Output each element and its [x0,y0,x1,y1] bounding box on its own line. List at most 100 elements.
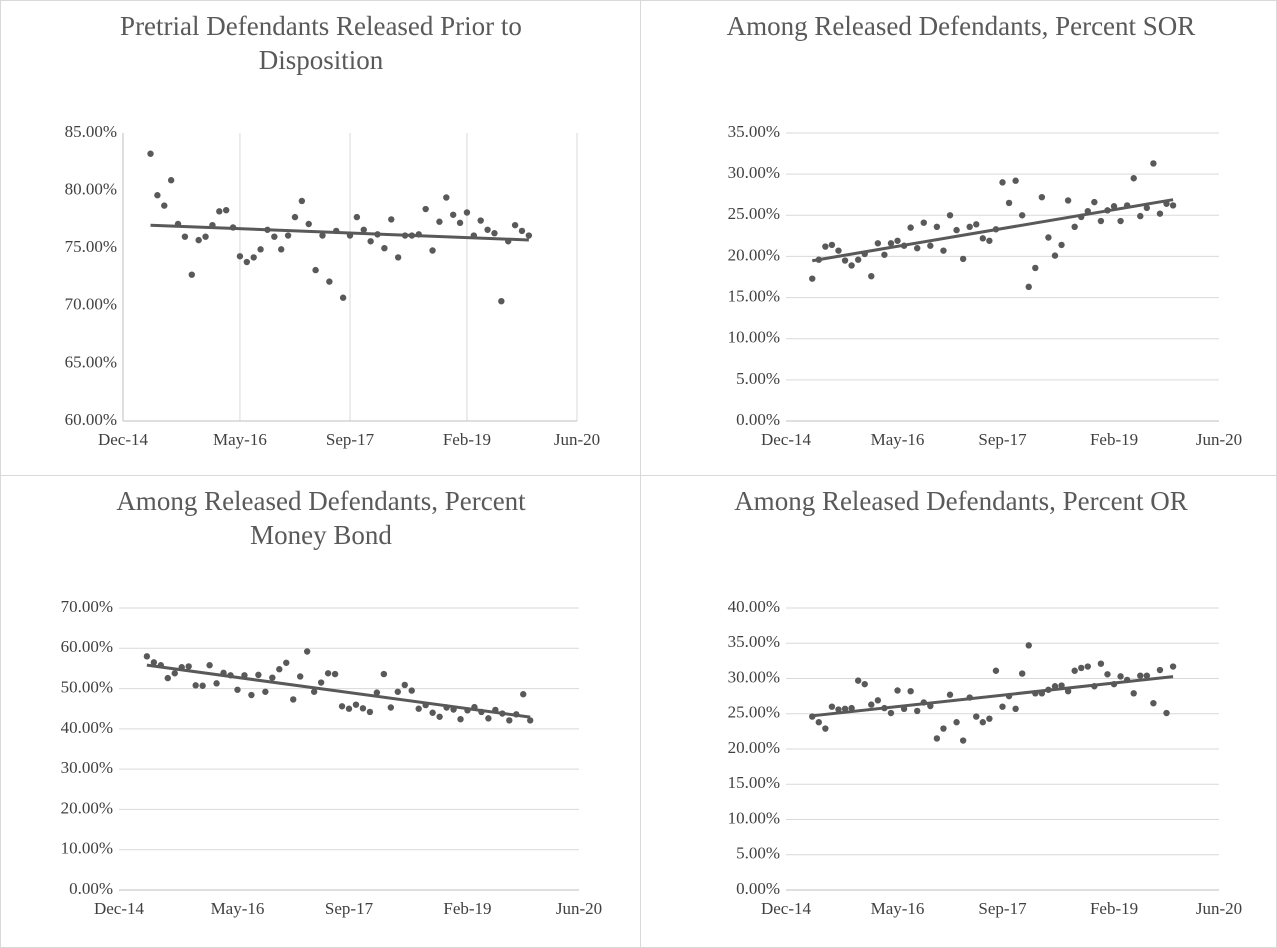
data-point [525,232,533,239]
y-tick-label: 25.00% [728,204,780,223]
data-point [986,237,993,244]
data-point [290,696,297,703]
x-tick-label: May-16 [211,899,265,918]
x-tick-label: Feb-19 [443,899,491,918]
data-point [1143,672,1151,679]
data-point [477,217,484,224]
data-point [1130,690,1137,697]
data-point [150,659,158,666]
data-point [463,209,471,216]
y-tick-label: 5.00% [736,369,780,388]
data-point [1169,663,1177,670]
data-point [1117,217,1124,225]
data-point [992,667,1000,674]
data-point [986,715,993,722]
data-point [185,663,192,670]
y-tick-label: 35.00% [728,632,780,651]
y-tick-label: 85.00% [65,122,117,141]
y-tick-label: 40.00% [61,718,113,737]
x-tick-label: Sep-17 [978,430,1027,449]
data-point [1137,672,1144,679]
data-point [213,680,220,687]
chart-title: Among Released Defendants, Percent Money… [116,486,526,550]
data-point [1051,252,1059,259]
data-point [861,680,868,688]
data-point [303,648,311,655]
data-point [373,689,381,696]
trendline [812,675,1174,718]
data-point [894,237,901,244]
data-point [999,179,1006,186]
data-point [835,247,842,254]
x-tick-label: Jun-20 [556,899,602,918]
y-tick-label: 20.00% [728,245,780,264]
data-point [485,715,492,722]
data-point [388,216,395,223]
y-tick-label: 30.00% [61,758,113,777]
data-point [1045,234,1052,241]
data-point [1156,666,1164,674]
y-tick-label: 15.00% [728,773,780,792]
data-point [291,213,299,221]
data-point [1156,210,1164,217]
data-point [927,242,934,249]
data-point [1005,199,1013,207]
data-point [154,192,161,199]
data-point [352,701,360,708]
chart-panel: Among Released Defendants, Percent SOR 0.… [640,0,1277,476]
x-tick-label: Sep-17 [326,430,375,449]
data-point [973,713,980,720]
data-point [436,713,443,720]
data-point [456,219,464,227]
data-point [841,257,849,264]
data-point [506,717,513,724]
data-point [848,704,855,712]
data-point [999,703,1006,710]
data-point [920,219,927,226]
chart: 60.00% 65.00% 70.00% 75.00% 80.00% 85.00% Dec-… [65,122,601,449]
y-tick-label: 70.00% [65,295,117,314]
y-tick-label: 0.00% [736,879,780,898]
data-point [959,255,967,263]
data-point [222,206,230,214]
data-point [1032,264,1039,272]
data-point [181,233,189,240]
chart-title: Among Released Defendants, Percent OR [734,486,1188,516]
trendline [150,223,529,242]
x-tick-label: Dec-14 [94,899,145,918]
data-point [449,211,457,218]
data-point [835,706,842,713]
x-tick-label: May-16 [871,899,925,918]
y-tick-label: 10.00% [61,839,113,858]
data-point [164,674,171,682]
data-point [822,243,829,250]
y-tick-label: 30.00% [728,163,780,182]
chart: 0.00% 5.00% 10.00% 15.00% 20.00% 25.00% 30.00%… [728,122,1243,449]
data-point [310,688,318,695]
data-point [1038,193,1046,201]
data-point [874,697,882,704]
data-point [276,666,283,673]
data-point [380,670,388,678]
data-point [868,272,875,280]
data-point [415,705,422,712]
x-tick-label: May-16 [213,430,267,449]
data-point [959,737,967,744]
data-point [518,227,526,235]
data-point [317,679,325,686]
data-point [940,247,947,254]
data-point [243,258,251,266]
data-point [250,254,257,261]
x-tick-label: Feb-19 [443,430,491,449]
data-point [828,241,836,249]
data-point [1058,241,1065,249]
data-point [312,266,319,274]
y-tick-label: 80.00% [65,180,117,199]
data-point [143,653,151,660]
data-point [491,230,498,237]
data-point [408,687,415,694]
data-point [1143,204,1151,212]
y-tick-label: 60.00% [65,410,117,429]
data-point [1018,670,1026,677]
